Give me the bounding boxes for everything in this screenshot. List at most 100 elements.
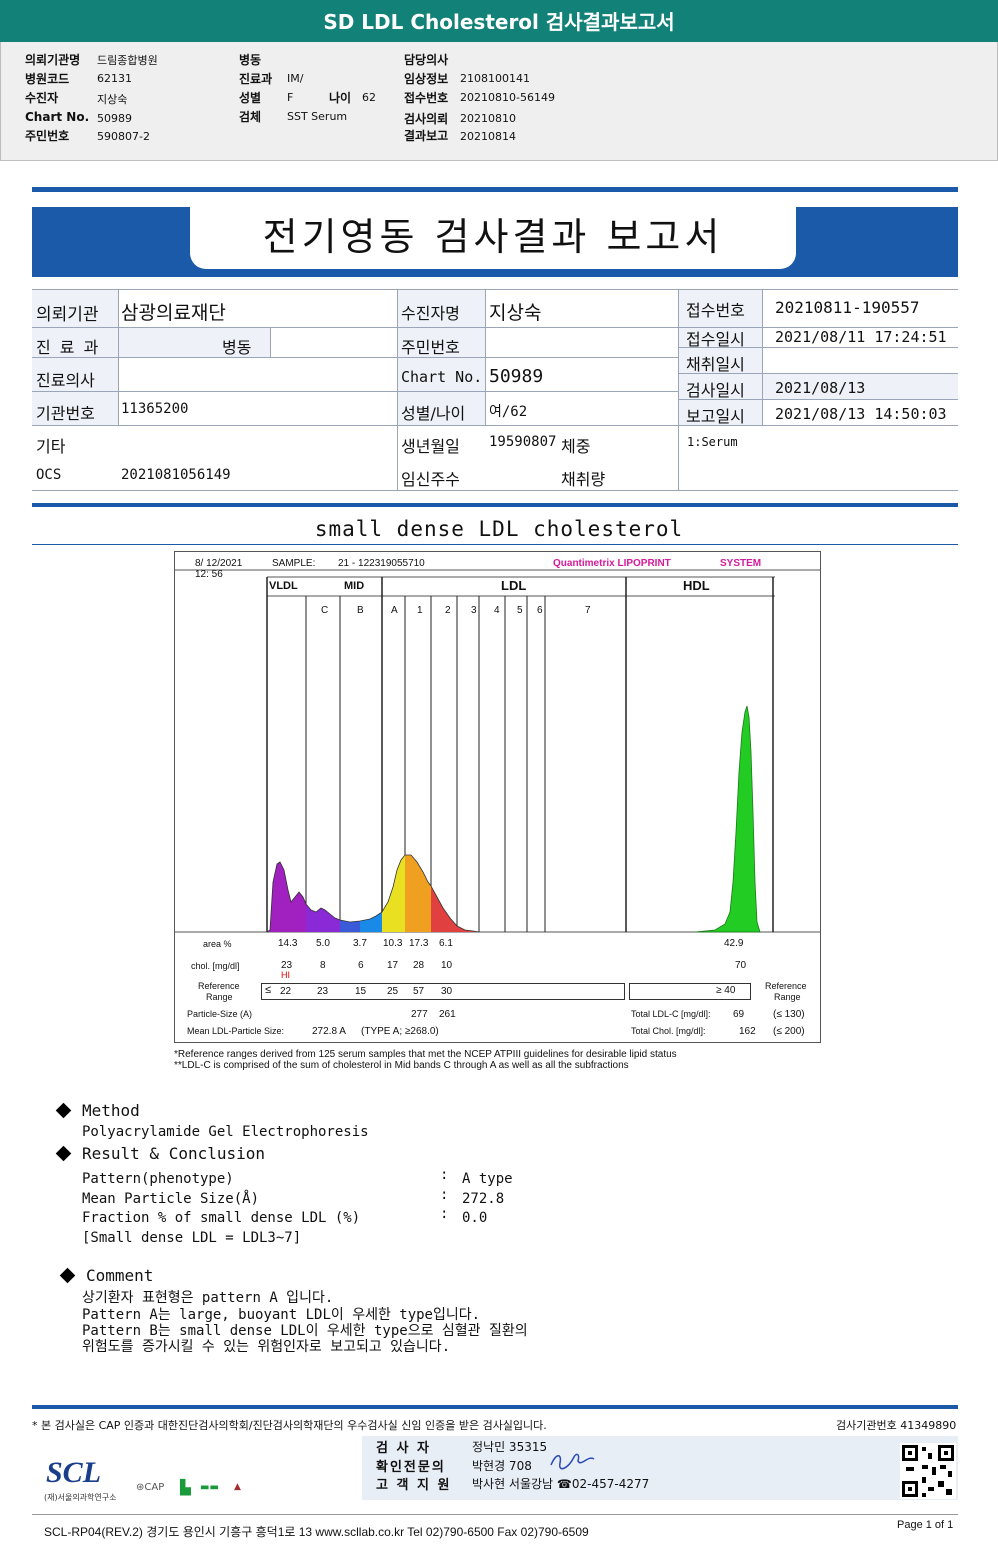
tester-value: 정낙민 35315 bbox=[472, 1440, 548, 1454]
chart-time: 12: 56 bbox=[195, 569, 223, 580]
chol-value: 8 bbox=[320, 960, 326, 971]
electrophoresis-chart: 8/ 12/2021 12: 56 SAMPLE: 21 - 122319055… bbox=[174, 551, 821, 1043]
tchol-value: 162 bbox=[739, 1026, 756, 1037]
chart-date: 8/ 12/2021 bbox=[195, 558, 243, 569]
band-peak-area bbox=[457, 926, 479, 932]
ref-value: 23 bbox=[317, 986, 329, 997]
band-label-a: A bbox=[391, 605, 398, 616]
preg-label: 임신주수 bbox=[401, 470, 460, 489]
recno-label: 접수번호 bbox=[686, 301, 745, 320]
ref-value: 30 bbox=[441, 986, 453, 997]
area-value: 5.0 bbox=[316, 938, 330, 949]
hdl-ref-value: ≥ 40 bbox=[716, 985, 736, 996]
header-info-box: 의뢰기관명 드림종합병원 병원코드 62131 수진자 지상숙 Chart No… bbox=[0, 42, 998, 161]
header-value: 62131 bbox=[97, 72, 132, 85]
header-label: 성별 bbox=[239, 91, 262, 105]
tester-label: 검 사 자 bbox=[376, 1441, 431, 1456]
lab-number: 검사기관번호 41349890 bbox=[836, 1419, 957, 1432]
sample-value: 21 - 122319055710 bbox=[338, 558, 425, 569]
header-label: Chart No. bbox=[25, 110, 90, 124]
ref-value: 15 bbox=[355, 986, 367, 997]
result-colon: : bbox=[440, 1167, 449, 1183]
scl-logo: SCL bbox=[46, 1456, 102, 1489]
header-value: SST Serum bbox=[287, 110, 348, 123]
ldlc-value: 69 bbox=[733, 1009, 745, 1020]
col-divider bbox=[762, 289, 763, 426]
doctor-label: 진료의사 bbox=[36, 371, 95, 390]
header-value: 지상숙 bbox=[97, 93, 128, 106]
row-divider bbox=[32, 289, 958, 290]
header-label: 나이 bbox=[329, 91, 352, 105]
header-label: 수진자 bbox=[25, 91, 59, 105]
chart-label: Chart No. bbox=[401, 368, 483, 386]
weight-label: 체중 bbox=[561, 437, 591, 456]
recno-value: 20210811-190557 bbox=[775, 298, 920, 317]
tchol-ref: (≤ 200) bbox=[773, 1026, 805, 1037]
qr-code-icon bbox=[900, 1443, 956, 1499]
col-divider bbox=[270, 327, 271, 357]
footnote-ldlc: **LDL-C is comprised of the sum of chole… bbox=[174, 1060, 629, 1071]
comment-title: Comment bbox=[86, 1266, 154, 1285]
col-divider bbox=[118, 289, 119, 426]
recdt-label: 접수일시 bbox=[686, 330, 745, 349]
test-date-bg bbox=[762, 373, 958, 399]
header-value: 62 bbox=[362, 91, 376, 104]
ldlc-label: Total LDL-C [mg/dl]: bbox=[631, 1009, 711, 1019]
area-value: 3.7 bbox=[353, 938, 367, 949]
report-banner-title: SD LDL Cholesterol 검사결과보고서 bbox=[0, 0, 998, 42]
result-value: 272.8 bbox=[462, 1191, 505, 1207]
footnote-reference: *Reference ranges derived from 125 serum… bbox=[174, 1049, 677, 1060]
etc-label: 기타 bbox=[36, 437, 66, 456]
section-title: small dense LDL cholesterol bbox=[314, 517, 684, 541]
service-label: 고 객 지 원 bbox=[376, 1478, 452, 1493]
bullet-diamond-icon bbox=[59, 1267, 76, 1284]
expert-value: 박현경 708 bbox=[472, 1459, 532, 1473]
header-label: 진료과 bbox=[239, 72, 273, 86]
ocs-label: OCS bbox=[36, 467, 62, 483]
row-divider bbox=[32, 425, 958, 426]
group-label-mid: MID bbox=[344, 580, 365, 592]
ref-label: Range bbox=[206, 992, 233, 1002]
dept-value: 병동 bbox=[222, 338, 252, 357]
header-label: 검체 bbox=[239, 110, 262, 124]
result-colon: : bbox=[440, 1187, 449, 1203]
result-label: Mean Particle Size(Å) bbox=[82, 1191, 260, 1207]
band-peak-area bbox=[306, 904, 340, 932]
patient-name-label: 수진자명 bbox=[401, 304, 460, 323]
coll-label: 채취일시 bbox=[686, 355, 745, 374]
mean-size-value: 272.8 A bbox=[312, 1026, 346, 1037]
header-value: 드림종합병원 bbox=[97, 54, 158, 67]
title-top-rule bbox=[32, 187, 958, 192]
row-divider bbox=[32, 391, 678, 392]
chol-value: 6 bbox=[358, 960, 364, 971]
bullet-diamond-icon bbox=[55, 1102, 72, 1119]
patient-info-table: 의뢰기관 삼광의료재단 진 료 과 병동 진료의사 기관번호 11365200 … bbox=[32, 289, 958, 491]
ref-value: 25 bbox=[387, 986, 399, 997]
chol-label: chol. [mg/dl] bbox=[191, 961, 240, 971]
area-value: 6.1 bbox=[439, 938, 453, 949]
band-label-5: 5 bbox=[517, 605, 523, 616]
comment-line: 위험도를 증가시킬 수 있는 위험인자로 보고되고 있습니다. bbox=[82, 1339, 451, 1355]
row-divider bbox=[32, 357, 678, 358]
band-peak-area bbox=[340, 920, 360, 932]
lab-address: SCL-RP04(REV.2) 경기도 용인시 기흥구 흥덕1로 13 www.… bbox=[44, 1525, 589, 1539]
volume-label: 채취량 bbox=[561, 470, 606, 489]
hdl-ref-box bbox=[629, 983, 751, 1000]
instno-label: 기관번호 bbox=[36, 404, 95, 423]
page-number: Page 1 of 1 bbox=[897, 1519, 954, 1531]
inst-value: 삼광의료재단 bbox=[121, 302, 226, 324]
accreditation-logos: ⊛CAP ▙ ▬▬ ▲ bbox=[136, 1478, 258, 1502]
comment-line: Pattern A는 large, buoyant LDL이 우세한 type입… bbox=[82, 1307, 481, 1323]
header-label: 검사의뢰 bbox=[404, 112, 449, 126]
signature-image bbox=[550, 1453, 595, 1470]
result-label: Pattern(phenotype) bbox=[82, 1171, 234, 1187]
header-label: 임상정보 bbox=[404, 72, 449, 86]
ref-right-label: Range bbox=[774, 992, 801, 1002]
bullet-diamond-icon bbox=[55, 1145, 72, 1162]
brand-name: Quantimetrix LIPOPRINT bbox=[553, 558, 671, 569]
band-label-c: C bbox=[321, 605, 329, 616]
ldlc-ref: (≤ 130) bbox=[773, 1009, 805, 1020]
test-value: 2021/08/13 bbox=[775, 379, 866, 397]
result-value: 0.0 bbox=[462, 1210, 488, 1226]
method-text: Polyacrylamide Gel Electrophoresis bbox=[82, 1124, 369, 1140]
